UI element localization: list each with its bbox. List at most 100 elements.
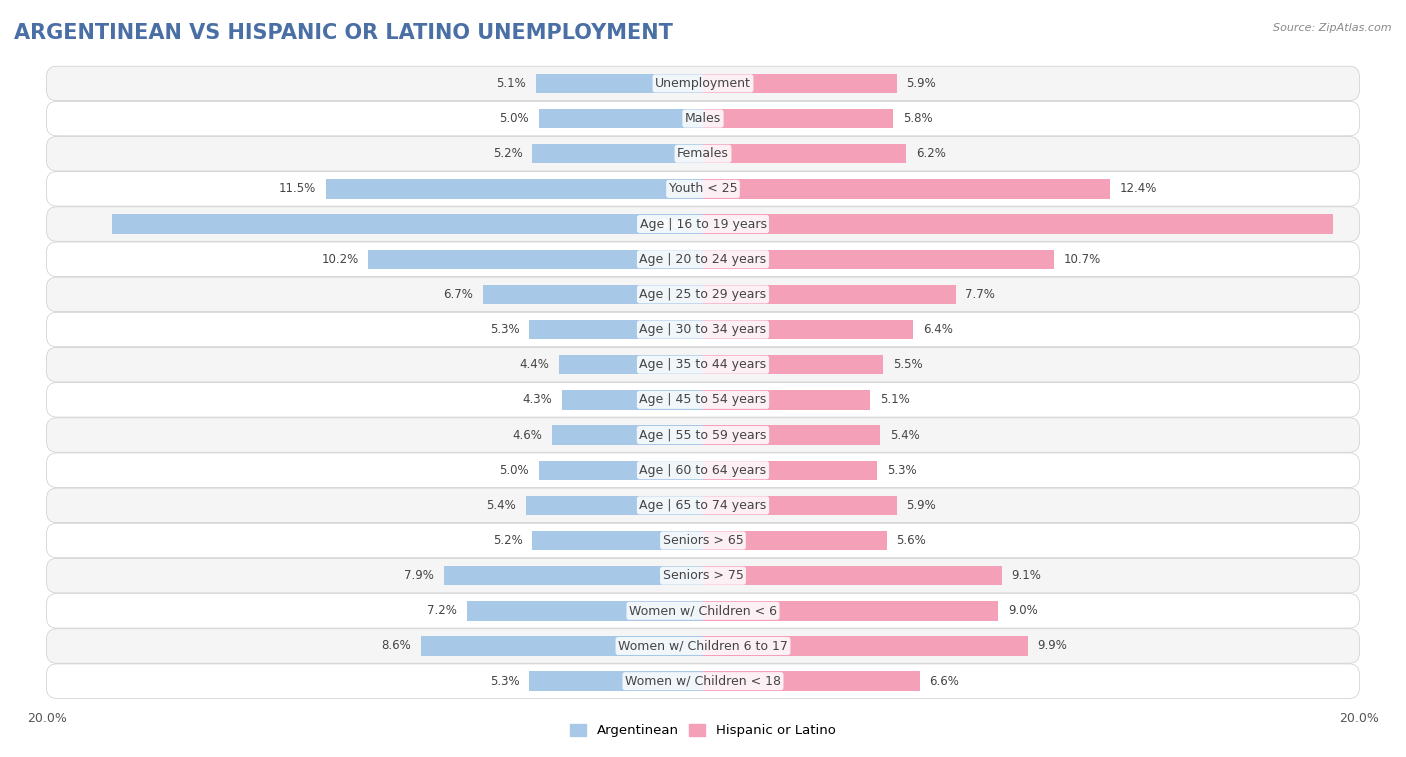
Bar	[536, 73, 703, 93]
Bar	[326, 179, 703, 198]
Text: 6.7%: 6.7%	[443, 288, 474, 301]
Text: Seniors > 75: Seniors > 75	[662, 569, 744, 582]
Bar	[562, 390, 703, 410]
Text: 9.9%: 9.9%	[1038, 640, 1067, 653]
FancyBboxPatch shape	[46, 559, 1360, 593]
Text: 7.9%: 7.9%	[404, 569, 434, 582]
Text: Women w/ Children < 6: Women w/ Children < 6	[628, 604, 778, 617]
Bar	[368, 250, 703, 269]
Text: 9.1%: 9.1%	[1011, 569, 1042, 582]
Text: 4.6%: 4.6%	[512, 428, 543, 441]
Text: Age | 16 to 19 years: Age | 16 to 19 years	[640, 217, 766, 231]
Text: 4.4%: 4.4%	[519, 358, 548, 371]
Bar	[703, 250, 1054, 269]
Text: 10.7%: 10.7%	[1064, 253, 1101, 266]
Text: Source: ZipAtlas.com: Source: ZipAtlas.com	[1274, 23, 1392, 33]
FancyBboxPatch shape	[46, 207, 1360, 241]
FancyBboxPatch shape	[46, 313, 1360, 347]
Text: Women w/ Children < 18: Women w/ Children < 18	[626, 674, 780, 687]
Text: 6.6%: 6.6%	[929, 674, 959, 687]
Bar	[703, 460, 877, 480]
Text: 6.4%: 6.4%	[922, 323, 953, 336]
Text: 10.2%: 10.2%	[322, 253, 359, 266]
Text: 12.4%: 12.4%	[1119, 182, 1157, 195]
FancyBboxPatch shape	[46, 66, 1360, 101]
FancyBboxPatch shape	[46, 453, 1360, 488]
Text: 5.1%: 5.1%	[880, 394, 910, 407]
Bar	[538, 109, 703, 128]
Bar	[703, 109, 893, 128]
Bar	[703, 73, 897, 93]
Bar	[703, 214, 1333, 234]
Text: Males: Males	[685, 112, 721, 125]
FancyBboxPatch shape	[46, 418, 1360, 452]
Text: Age | 35 to 44 years: Age | 35 to 44 years	[640, 358, 766, 371]
Text: Age | 20 to 24 years: Age | 20 to 24 years	[640, 253, 766, 266]
Text: Age | 25 to 29 years: Age | 25 to 29 years	[640, 288, 766, 301]
Text: 5.4%: 5.4%	[486, 499, 516, 512]
Bar	[529, 320, 703, 339]
Bar	[533, 144, 703, 164]
Text: ARGENTINEAN VS HISPANIC OR LATINO UNEMPLOYMENT: ARGENTINEAN VS HISPANIC OR LATINO UNEMPL…	[14, 23, 673, 42]
Text: 5.4%: 5.4%	[890, 428, 920, 441]
FancyBboxPatch shape	[46, 101, 1360, 136]
Text: 19.2%: 19.2%	[713, 217, 754, 231]
FancyBboxPatch shape	[46, 382, 1360, 417]
Text: Females: Females	[678, 148, 728, 160]
Bar	[484, 285, 703, 304]
Bar	[703, 285, 956, 304]
FancyBboxPatch shape	[46, 664, 1360, 699]
FancyBboxPatch shape	[46, 136, 1360, 171]
Bar	[703, 144, 907, 164]
Bar	[444, 566, 703, 585]
Bar	[526, 496, 703, 515]
Bar	[703, 355, 883, 375]
Bar	[112, 214, 703, 234]
Text: Age | 45 to 54 years: Age | 45 to 54 years	[640, 394, 766, 407]
FancyBboxPatch shape	[46, 488, 1360, 522]
Text: Age | 60 to 64 years: Age | 60 to 64 years	[640, 464, 766, 477]
Bar	[703, 566, 1001, 585]
Bar	[533, 531, 703, 550]
Text: 8.6%: 8.6%	[381, 640, 411, 653]
Text: 5.3%: 5.3%	[489, 323, 519, 336]
Bar	[703, 637, 1028, 656]
Bar	[467, 601, 703, 621]
Text: 5.0%: 5.0%	[499, 464, 529, 477]
Text: Age | 30 to 34 years: Age | 30 to 34 years	[640, 323, 766, 336]
Bar	[553, 425, 703, 444]
Text: Women w/ Children 6 to 17: Women w/ Children 6 to 17	[619, 640, 787, 653]
Text: Age | 65 to 74 years: Age | 65 to 74 years	[640, 499, 766, 512]
Text: 18.0%: 18.0%	[652, 217, 693, 231]
FancyBboxPatch shape	[46, 593, 1360, 628]
Text: 5.9%: 5.9%	[907, 77, 936, 90]
Text: 5.6%: 5.6%	[897, 534, 927, 547]
Text: 5.8%: 5.8%	[903, 112, 932, 125]
Text: Unemployment: Unemployment	[655, 77, 751, 90]
Bar	[703, 320, 912, 339]
Bar	[703, 425, 880, 444]
Text: 5.2%: 5.2%	[494, 534, 523, 547]
Text: 5.0%: 5.0%	[499, 112, 529, 125]
Bar	[703, 671, 920, 691]
Text: 5.2%: 5.2%	[494, 148, 523, 160]
Bar	[558, 355, 703, 375]
Text: 5.5%: 5.5%	[893, 358, 922, 371]
Text: 5.1%: 5.1%	[496, 77, 526, 90]
Bar	[703, 496, 897, 515]
Bar	[703, 531, 887, 550]
Bar	[703, 601, 998, 621]
Text: 9.0%: 9.0%	[1008, 604, 1038, 617]
Text: 7.2%: 7.2%	[427, 604, 457, 617]
Bar	[529, 671, 703, 691]
Text: Seniors > 65: Seniors > 65	[662, 534, 744, 547]
Text: 6.2%: 6.2%	[917, 148, 946, 160]
Text: Age | 55 to 59 years: Age | 55 to 59 years	[640, 428, 766, 441]
FancyBboxPatch shape	[46, 523, 1360, 558]
Bar	[703, 179, 1109, 198]
Text: 11.5%: 11.5%	[278, 182, 316, 195]
FancyBboxPatch shape	[46, 172, 1360, 206]
Text: 5.3%: 5.3%	[887, 464, 917, 477]
Legend: Argentinean, Hispanic or Latino: Argentinean, Hispanic or Latino	[565, 718, 841, 743]
Text: 5.9%: 5.9%	[907, 499, 936, 512]
